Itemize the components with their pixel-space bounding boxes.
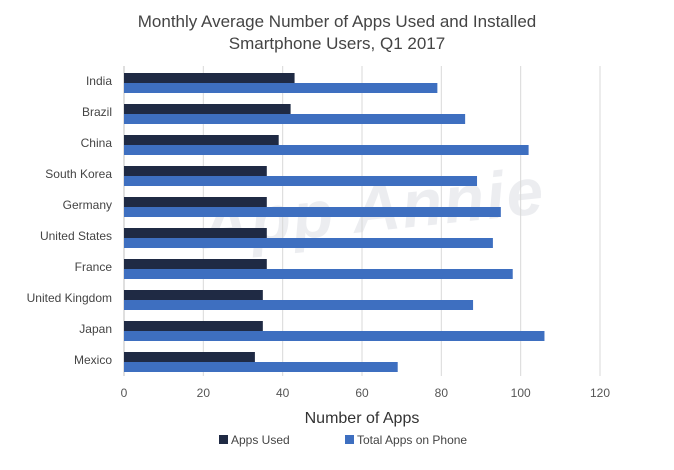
bar-apps-used <box>124 352 255 362</box>
x-tick-label: 40 <box>276 386 290 400</box>
category-label: Brazil <box>82 105 112 119</box>
category-label: South Korea <box>45 167 112 181</box>
legend-swatch <box>219 435 228 444</box>
bar-apps-used <box>124 228 267 238</box>
chart-title-line-1: Monthly Average Number of Apps Used and … <box>137 12 537 31</box>
category-label: France <box>75 260 113 274</box>
x-tick-label: 120 <box>590 386 610 400</box>
bar-total-apps-on-phone <box>124 145 529 155</box>
bar-apps-used <box>124 290 263 300</box>
bar-apps-used <box>124 321 263 331</box>
chart-title-line-2: Smartphone Users, Q1 2017 <box>228 34 446 53</box>
bar-apps-used <box>124 135 279 145</box>
x-tick-label: 0 <box>121 386 128 400</box>
bar-total-apps-on-phone <box>124 207 501 217</box>
bar-total-apps-on-phone <box>124 114 466 124</box>
legend-swatch <box>345 435 354 444</box>
bar-apps-used <box>124 104 291 114</box>
bar-total-apps-on-phone <box>124 238 493 248</box>
bar-total-apps-on-phone <box>124 331 545 341</box>
bar-total-apps-on-phone <box>124 362 398 372</box>
category-label: Germany <box>63 198 112 212</box>
legend-label: Apps Used <box>231 433 290 447</box>
x-tick-label: 20 <box>197 386 211 400</box>
bar-total-apps-on-phone <box>124 176 478 186</box>
category-label: Japan <box>79 322 112 336</box>
category-label: China <box>81 136 113 150</box>
x-tick-label: 100 <box>511 386 531 400</box>
bar-apps-used <box>124 197 267 207</box>
bar-total-apps-on-phone <box>124 83 438 93</box>
category-label: United States <box>40 229 112 243</box>
x-tick-label: 80 <box>435 386 449 400</box>
bar-apps-used <box>124 259 267 269</box>
bar-apps-used <box>124 166 267 176</box>
bar-total-apps-on-phone <box>124 269 513 279</box>
category-label: Mexico <box>74 353 112 367</box>
category-label: United Kingdom <box>27 291 112 305</box>
category-label: India <box>86 74 112 88</box>
x-tick-label: 60 <box>355 386 369 400</box>
legend-label: Total Apps on Phone <box>357 433 467 447</box>
bar-apps-used <box>124 73 295 83</box>
x-axis-title: Number of Apps <box>305 410 420 427</box>
bar-total-apps-on-phone <box>124 300 474 310</box>
